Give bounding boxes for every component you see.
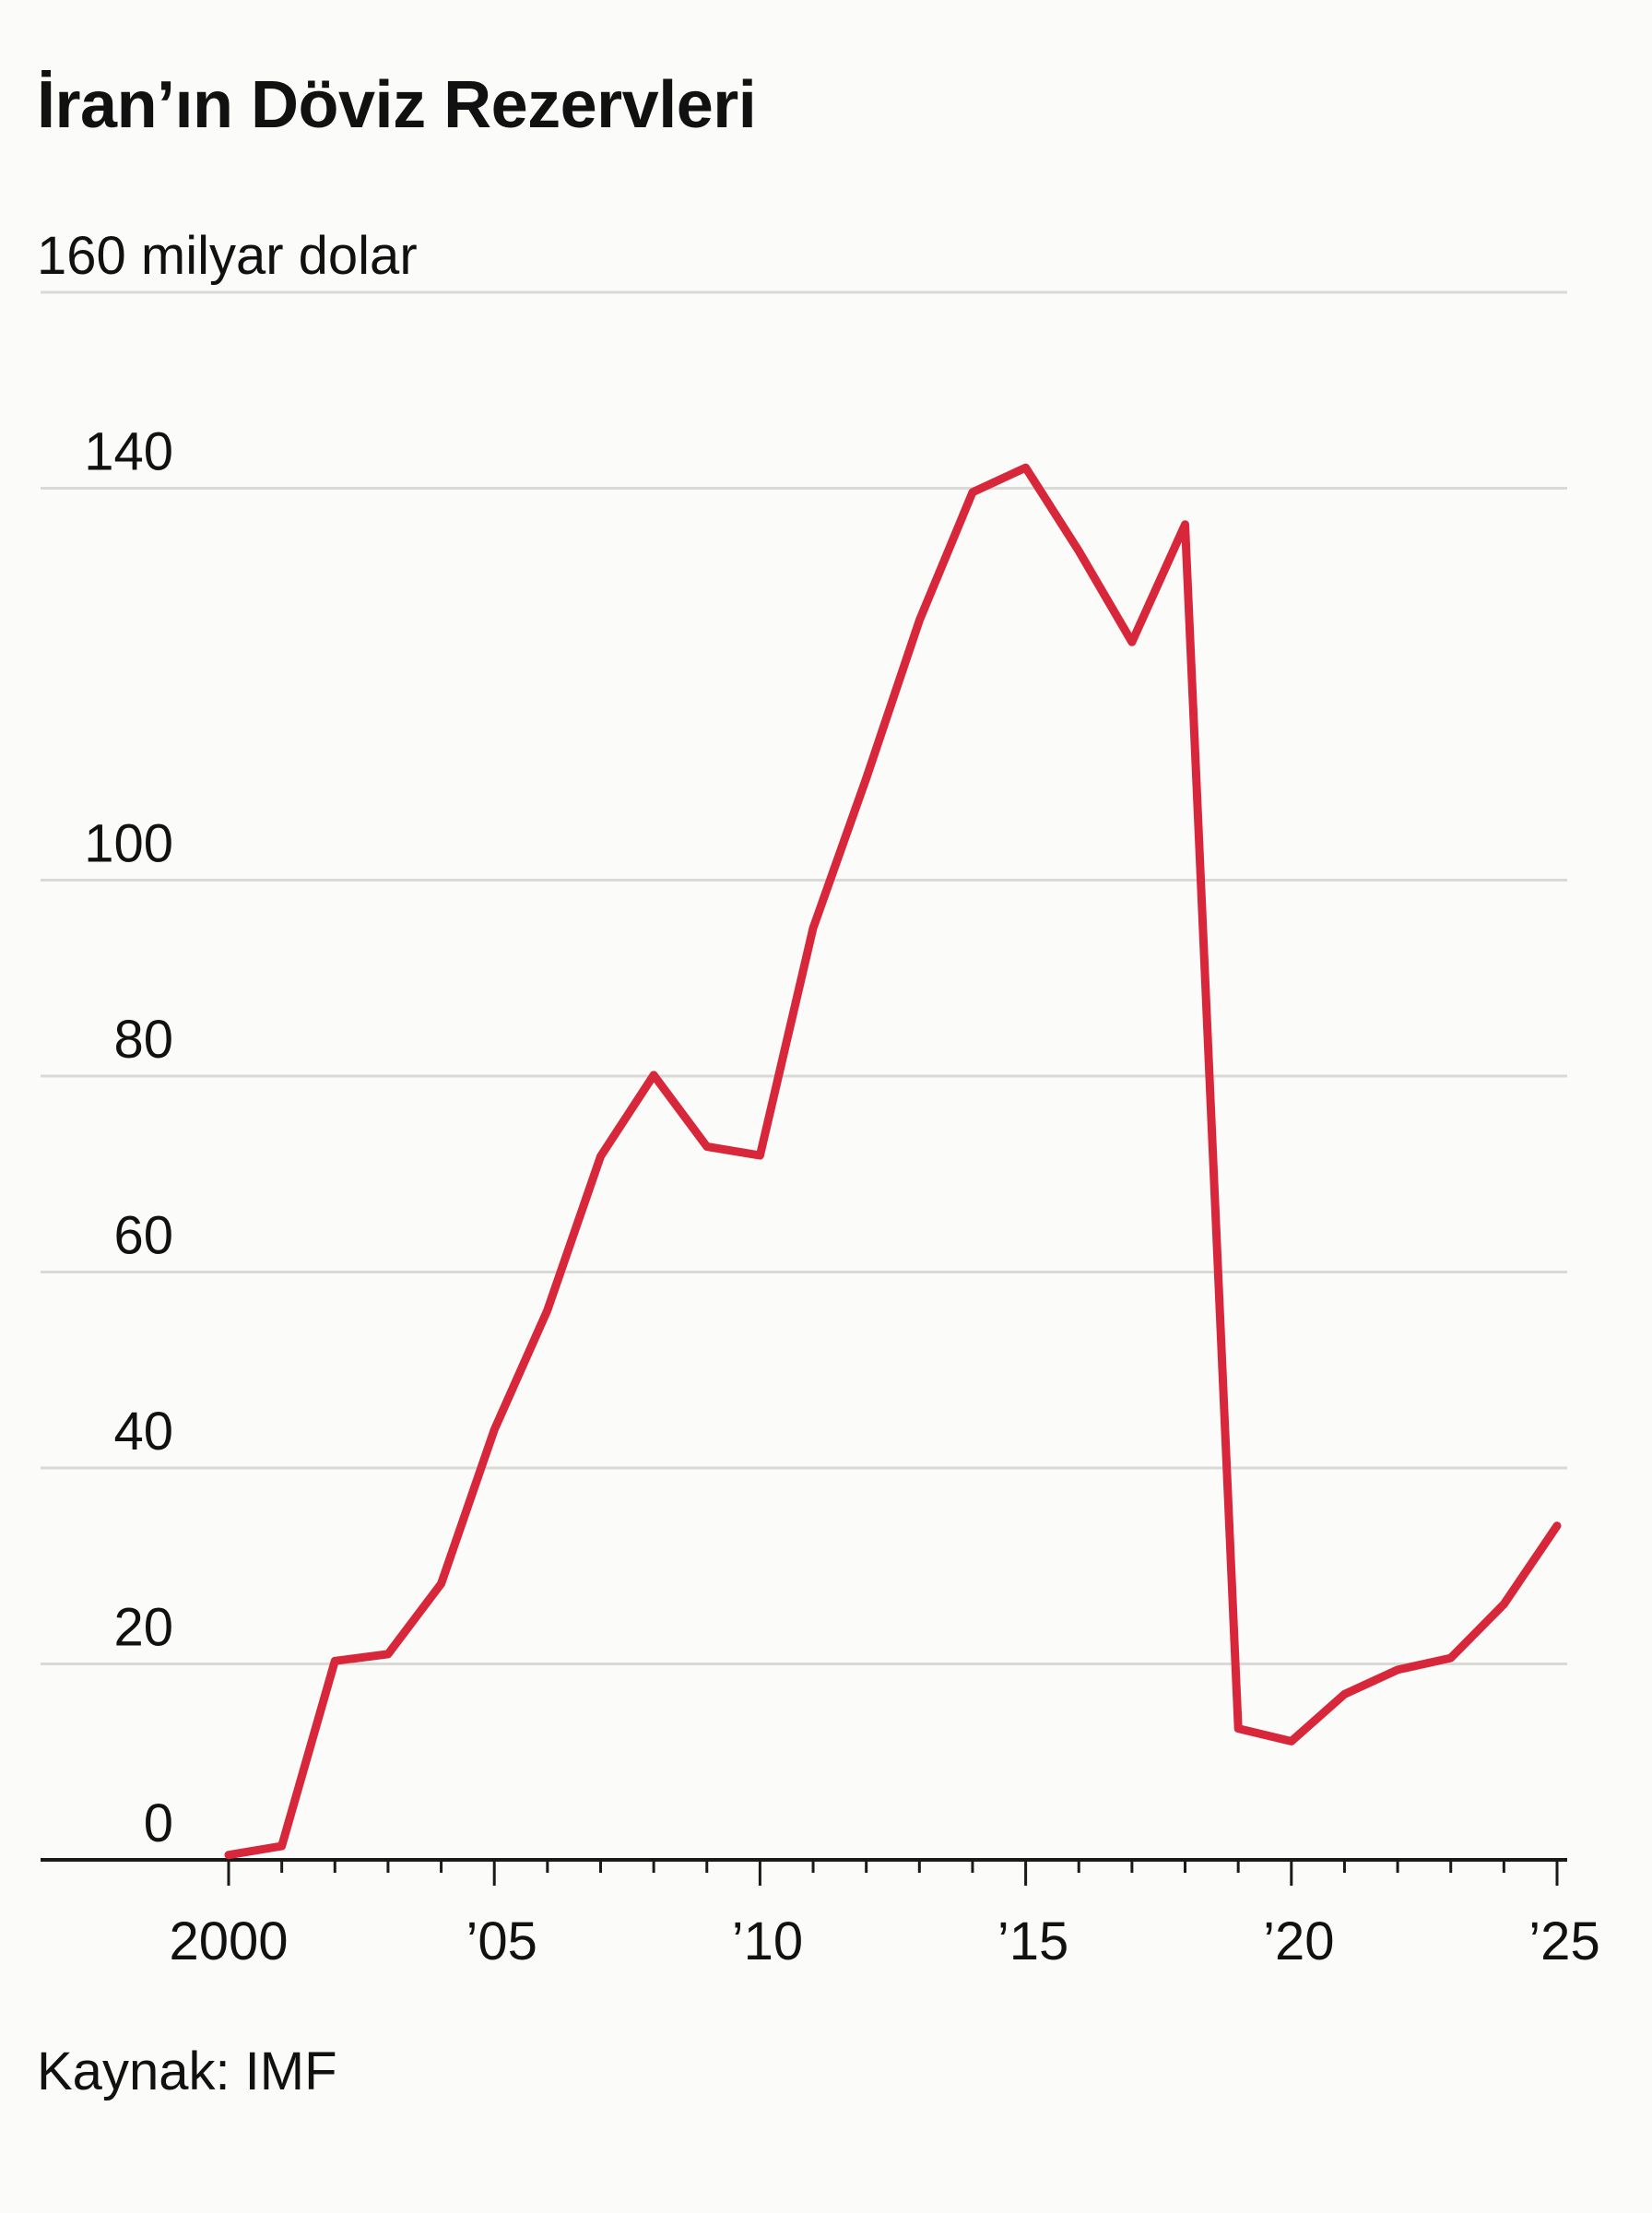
y-tick-label: 0: [144, 1793, 173, 1853]
y-tick-label: 140: [84, 422, 173, 482]
line-chart: 0 20 40 60 80 100 140 160 milyar dolar 2000 ’05 ’…: [37, 226, 1600, 1971]
x-tick-label: ’20: [1263, 1911, 1334, 1971]
x-tick-label: ’10: [732, 1911, 803, 1971]
chart-title: İran’ın Döviz Rezervleri: [37, 68, 757, 142]
series-line-0: [224, 463, 1562, 1860]
y-tick-label: 20: [113, 1598, 173, 1658]
y-tick-label: 160 milyar dolar: [37, 226, 418, 286]
x-axis-labels: 2000 ’05 ’10 ’15 ’20 ’25: [169, 1911, 1599, 1971]
y-tick-label: 40: [113, 1402, 173, 1462]
y-axis-labels: 0 20 40 60 80 100 140 160 milyar dolar: [37, 226, 418, 1853]
x-tick-label: ’15: [997, 1911, 1068, 1971]
x-tick-label: ’05: [466, 1911, 537, 1971]
x-tick-label: ’25: [1528, 1911, 1599, 1971]
y-tick-label: 100: [84, 814, 173, 874]
series-group: [224, 463, 1562, 1860]
source-note: Kaynak: IMF: [37, 2041, 337, 2101]
y-tick-label: 60: [113, 1206, 173, 1266]
x-axis-ticks: [227, 1860, 1559, 1886]
gridlines: [41, 290, 1567, 1665]
x-tick-label: 2000: [169, 1911, 288, 1971]
y-tick-label: 80: [113, 1010, 173, 1070]
